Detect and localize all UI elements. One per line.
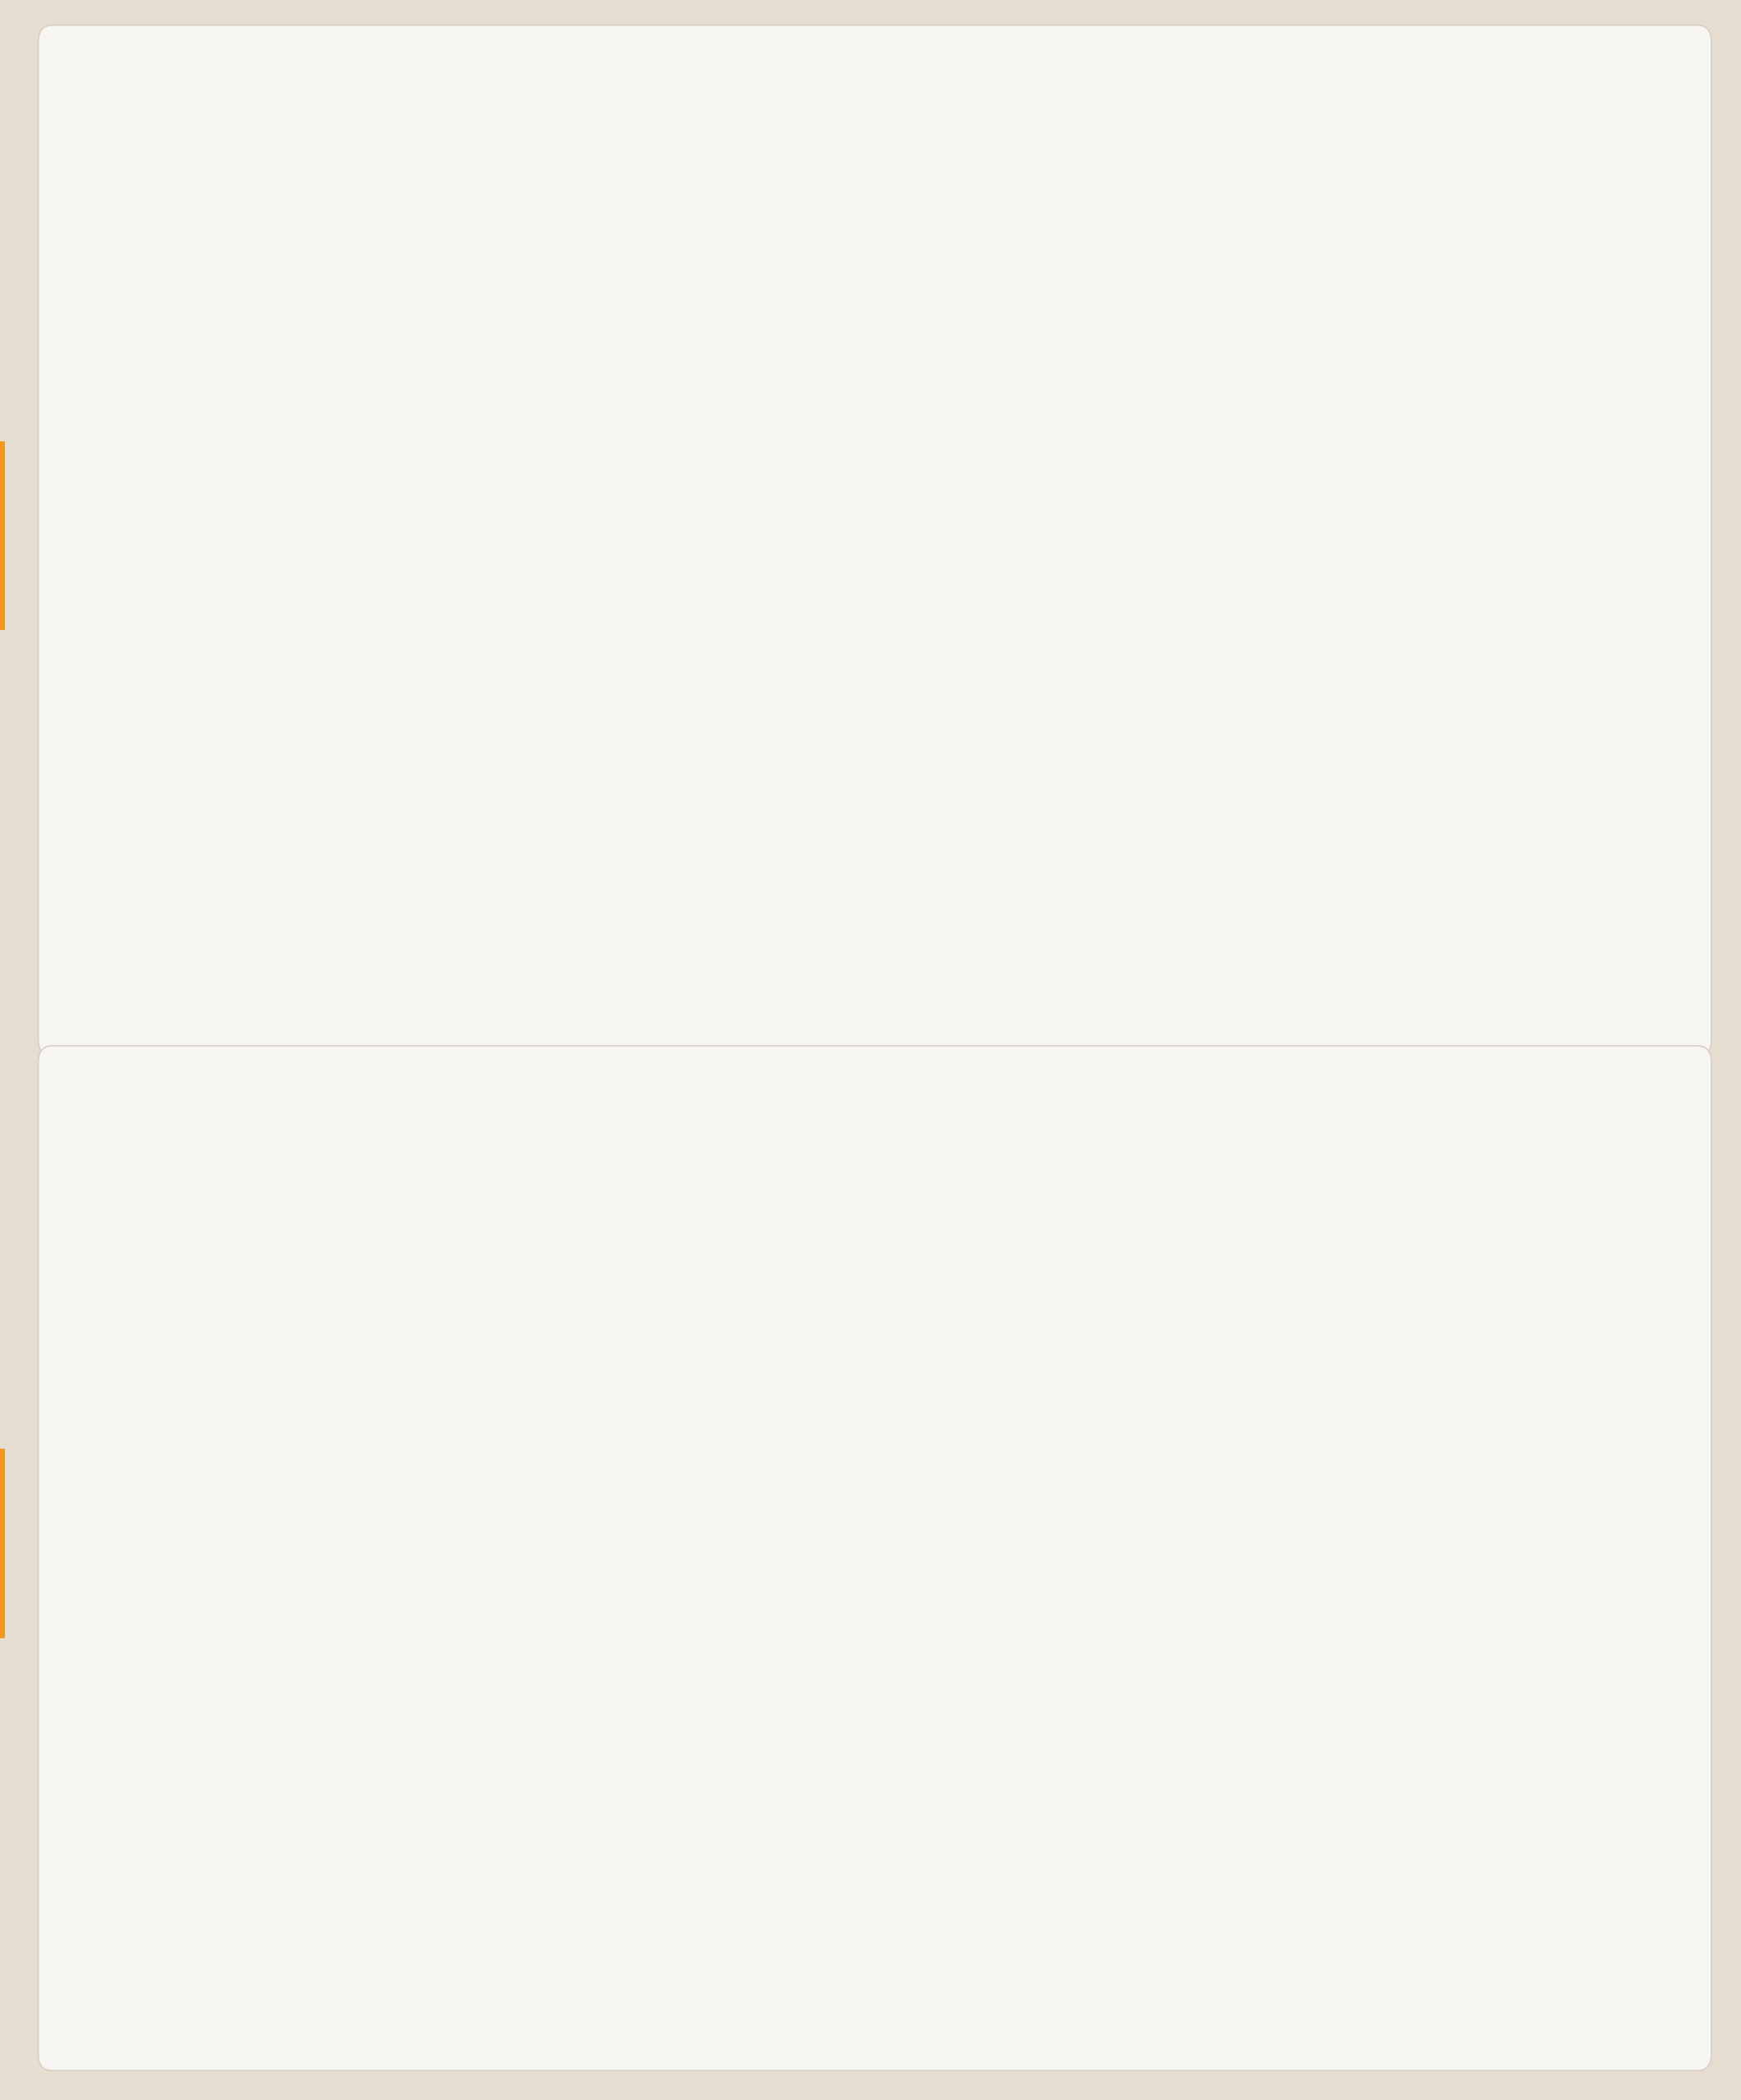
Total THA Utilization <box>1633 1672 1654 1697</box>
Total THA Utilization <box>1010 1791 1031 1816</box>
Bar <box>519 531 642 622</box>
Total THA Utilization <box>1407 1720 1428 1745</box>
Total TKA Utilization <box>1123 1508 1144 1533</box>
Text: 25%: 25% <box>559 569 601 584</box>
Total TKA Utilization <box>897 1619 918 1644</box>
Total TKA Utilization <box>501 1758 522 1783</box>
Bar <box>992 466 1116 624</box>
Total THA Utilization <box>444 1861 465 1886</box>
Bar <box>992 624 1116 892</box>
Total TKA Utilization <box>670 1707 691 1732</box>
Total TKA Utilization <box>331 1793 352 1819</box>
Total THA Utilization <box>1236 1754 1257 1779</box>
Total TKA Utilization <box>954 1594 975 1619</box>
Total TKA Utilization <box>1349 1376 1370 1401</box>
Legend: Total TKA Utilization, Total THA Utilization: Total TKA Utilization, Total THA Utiliza… <box>649 1186 867 1243</box>
Total THA Utilization <box>1180 1764 1201 1789</box>
Total TKA Utilization <box>1407 1342 1428 1367</box>
Total THA Utilization <box>1462 1707 1483 1732</box>
Text: US Patient Population Study Journal of Rheumatology 2019: US Patient Population Study Journal of R… <box>555 1054 1316 1075</box>
Total THA Utilization <box>670 1838 691 1863</box>
Line: Total THA Utilization: Total THA Utilization <box>226 1680 1645 1892</box>
Line: Total TKA Utilization: Total TKA Utilization <box>226 1224 1645 1827</box>
Total TKA Utilization <box>1520 1275 1541 1300</box>
Total TKA Utilization <box>1576 1243 1596 1268</box>
Bar <box>519 622 642 892</box>
Text: 75%: 75% <box>559 750 601 764</box>
Text: 32%: 32% <box>797 552 837 569</box>
Text: 43%: 43% <box>1271 512 1313 529</box>
Total TKA Utilization <box>615 1726 635 1751</box>
Total THA Utilization <box>841 1816 862 1842</box>
Total TKA Utilization <box>1067 1537 1088 1562</box>
Text: 57%: 57% <box>1271 750 1313 766</box>
Total TKA Utilization <box>275 1804 296 1829</box>
Total THA Utilization <box>218 1877 239 1903</box>
Total TKA Utilization <box>1010 1567 1031 1592</box>
Total THA Utilization <box>1067 1783 1088 1808</box>
Total THA Utilization <box>1349 1732 1370 1758</box>
Bar <box>1231 624 1353 892</box>
Total TKA Utilization <box>841 1644 862 1670</box>
Total THA Utilization <box>1576 1682 1596 1707</box>
Total TKA Utilization <box>728 1688 749 1714</box>
Total TKA Utilization <box>1236 1443 1257 1468</box>
Text: US Market, 2016 - 2026: US Market, 2016 - 2026 <box>200 50 413 65</box>
Total TKA Utilization <box>388 1783 409 1808</box>
Total THA Utilization <box>1123 1774 1144 1800</box>
Text: 49%: 49% <box>1508 743 1549 760</box>
Bar <box>756 624 879 892</box>
Total THA Utilization <box>1520 1695 1541 1720</box>
Total TKA Utilization <box>1294 1409 1314 1434</box>
Total TKA Utilization <box>1633 1214 1654 1239</box>
Text: 85%: 85% <box>322 750 364 766</box>
Bar <box>1231 420 1353 624</box>
Total TKA Utilization <box>1462 1308 1483 1334</box>
Total THA Utilization <box>388 1865 409 1890</box>
Total THA Utilization <box>331 1869 352 1894</box>
Total TKA Utilization <box>1180 1476 1201 1502</box>
Bar <box>1468 319 1591 611</box>
Text: 37%: 37% <box>1034 536 1074 552</box>
Text: 63%: 63% <box>1034 750 1074 766</box>
Legend: Inpatient, Outpatient: Inpatient, Outpatient <box>797 972 1074 1004</box>
Total THA Utilization <box>557 1850 578 1875</box>
Text: 51%: 51% <box>1508 458 1549 472</box>
Total THA Utilization <box>954 1802 975 1827</box>
Bar <box>756 498 879 624</box>
Total TKA Utilization <box>557 1743 578 1768</box>
Total TKA Utilization <box>783 1667 804 1693</box>
Total THA Utilization <box>275 1873 296 1898</box>
Total THA Utilization <box>501 1856 522 1882</box>
Total THA Utilization <box>728 1831 749 1856</box>
Text: 68%: 68% <box>797 750 837 766</box>
Text: 15%: 15% <box>322 592 364 609</box>
Bar <box>280 624 404 892</box>
Total TKA Utilization <box>444 1770 465 1796</box>
Total THA Utilization <box>897 1808 918 1833</box>
Bar <box>280 578 404 624</box>
Bar <box>1468 611 1591 892</box>
Total THA Utilization <box>615 1844 635 1869</box>
Total THA Utilization <box>783 1825 804 1850</box>
Total THA Utilization <box>1294 1743 1314 1768</box>
Total TKA Utilization <box>218 1812 239 1838</box>
